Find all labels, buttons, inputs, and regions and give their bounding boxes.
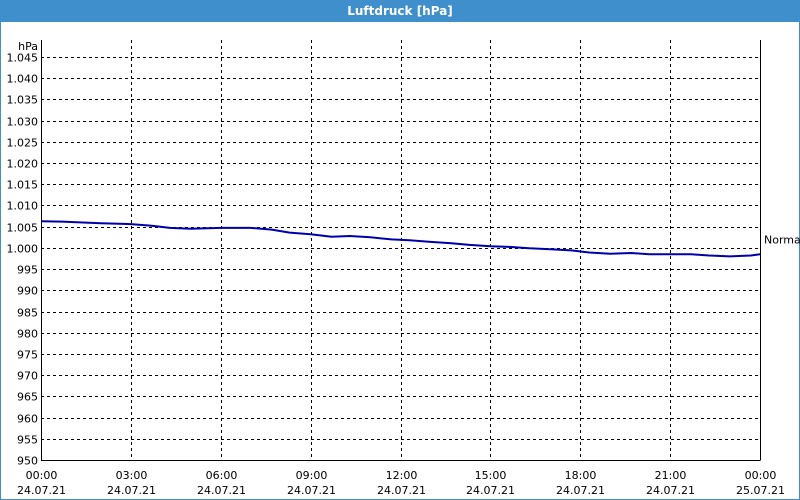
x-tick-date-label: 24.07.21 — [287, 484, 336, 497]
series-line-pressure — [40, 220, 761, 258]
y-tick-label: 985 — [17, 307, 38, 320]
x-tick-time-label: 18:00 — [565, 469, 597, 482]
y-tick-label: 1.000 — [7, 243, 39, 256]
x-tick-time-label: 00:00 — [745, 469, 777, 482]
x-tick-date-label: 25.07.21 — [736, 484, 785, 497]
x-tick-time-label: 00:00 — [26, 469, 58, 482]
x-tick-time-label: 06:00 — [206, 469, 238, 482]
y-tick-label: 1.040 — [7, 73, 39, 86]
y-tick-label: 970 — [17, 370, 38, 383]
window-title: Luftdruck [hPa] — [0, 0, 800, 22]
y-tick-label: 975 — [17, 349, 38, 362]
y-tick-label: 1.025 — [7, 137, 39, 150]
y-axis-unit-label: hPa — [18, 40, 38, 53]
y-tick-label: 1.030 — [7, 116, 39, 129]
grid-lines — [41, 40, 760, 460]
y-tick-label: 1.005 — [7, 222, 39, 235]
x-tick-time-label: 21:00 — [655, 469, 687, 482]
y-tick-label: 1.015 — [7, 179, 39, 192]
y-tick-label: 1.035 — [7, 94, 39, 107]
x-tick-date-label: 24.07.21 — [197, 484, 246, 497]
x-tick-date-label: 24.07.21 — [107, 484, 156, 497]
tick-labels: 950 955 960 965 970 975 980 985 990 995 1.000 1.005… — [7, 52, 785, 498]
x-tick-time-label: 09:00 — [296, 469, 328, 482]
y-tick-label: 980 — [17, 328, 38, 341]
y-tick-label: 1.020 — [7, 158, 39, 171]
x-tick-time-label: 03:00 — [116, 469, 148, 482]
x-tick-time-label: 15:00 — [475, 469, 507, 482]
x-tick-date-label: 24.07.21 — [646, 484, 695, 497]
x-tick-date-label: 24.07.21 — [377, 484, 426, 497]
y-tick-label: 995 — [17, 264, 38, 277]
axes — [41, 40, 761, 461]
reference-label-normal: Normal — [764, 233, 800, 246]
y-tick-label: 960 — [17, 413, 38, 426]
x-tick-date-label: 24.07.21 — [17, 484, 66, 497]
y-tick-label: 965 — [17, 391, 38, 404]
y-tick-label: 950 — [17, 455, 38, 468]
y-tick-label: 955 — [17, 434, 38, 447]
series-layer — [40, 220, 761, 258]
y-tick-label: 990 — [17, 285, 38, 298]
y-tick-label: 1.010 — [7, 200, 39, 213]
x-tick-date-label: 24.07.21 — [466, 484, 515, 497]
y-tick-label: 1.045 — [7, 52, 39, 65]
x-tick-time-label: 12:00 — [386, 469, 418, 482]
x-tick-date-label: 24.07.21 — [556, 484, 605, 497]
